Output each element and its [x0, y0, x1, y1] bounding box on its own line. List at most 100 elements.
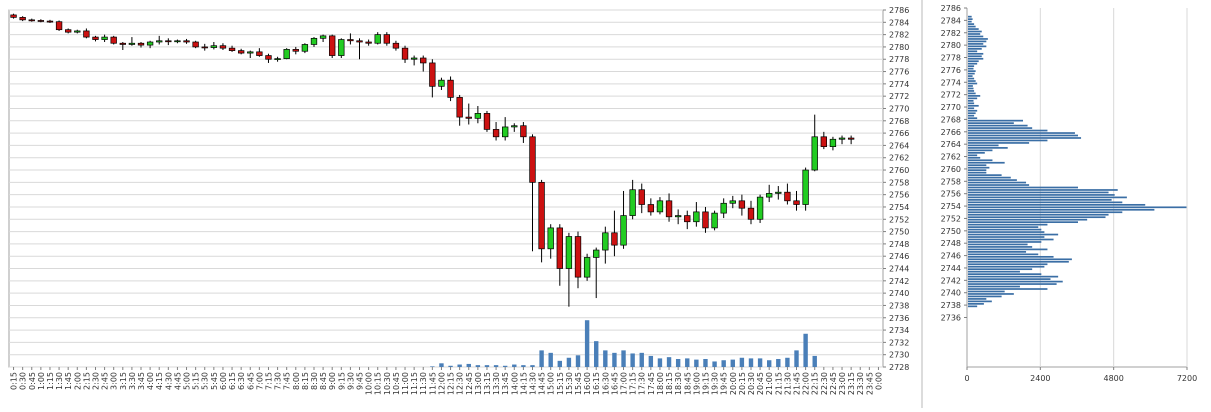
x-tick-label: 10:45: [392, 372, 401, 395]
volume-bar: [748, 358, 754, 367]
volume-bar: [757, 358, 763, 367]
profile-bar: [968, 43, 984, 45]
candle-body: [620, 215, 627, 246]
profile-bar: [968, 203, 1146, 206]
candle-body: [556, 227, 563, 269]
volume-bar: [512, 364, 517, 367]
x-tick-label: 2:00: [73, 372, 82, 390]
y-tick-label: 2756: [889, 191, 909, 200]
volume-bar: [566, 357, 572, 367]
profile-bar: [968, 119, 1023, 122]
profile-y-tick-label: 2746: [941, 252, 961, 261]
volume-bar: [730, 359, 735, 367]
candle-body: [283, 49, 290, 59]
profile-bar: [968, 147, 1008, 149]
profile-y-tick-label: 2756: [941, 190, 961, 199]
x-tick-label: 21:00: [765, 372, 774, 395]
x-tick-label: 2:45: [101, 372, 110, 390]
candle-body: [247, 51, 254, 54]
x-tick-label: 16:15: [592, 372, 601, 395]
x-tick-label: 4:45: [173, 372, 182, 390]
candle-body: [420, 57, 427, 64]
candle-body: [456, 97, 463, 118]
x-tick-label: 14:00: [510, 372, 519, 395]
profile-y-tick-label: 2774: [941, 78, 961, 87]
profile-x-tick-label: 4800: [1103, 374, 1123, 383]
candle-body: [602, 232, 609, 251]
volume-bar: [603, 350, 608, 367]
candle-body: [101, 36, 108, 40]
x-tick-label: 4:30: [164, 372, 173, 390]
x-tick-label: 4:00: [146, 372, 155, 390]
x-tick-label: 14:30: [528, 372, 537, 395]
candle-body: [538, 181, 545, 250]
profile-y-tick-label: 2736: [941, 313, 961, 322]
profile-bar: [968, 278, 1051, 280]
profile-bar: [968, 132, 1075, 134]
volume-bar: [475, 365, 481, 367]
profile-y-tick-label: 2758: [941, 177, 961, 186]
candle-body: [292, 49, 299, 52]
y-tick-label: 2744: [889, 265, 909, 274]
y-tick-label: 2758: [889, 178, 909, 187]
profile-bar: [968, 253, 1039, 256]
profile-bar: [968, 28, 979, 30]
profile-bar: [968, 213, 1109, 216]
candle-body: [83, 30, 90, 38]
candle-body: [301, 44, 309, 52]
y-tick-label: 2742: [889, 277, 909, 286]
x-tick-label: 20:15: [738, 372, 747, 395]
volume-bar: [430, 366, 435, 367]
y-tick-label: 2786: [889, 6, 909, 15]
profile-bar: [968, 82, 978, 85]
y-tick-label: 2772: [889, 92, 909, 101]
profile-bar: [968, 127, 1033, 129]
volume-bar: [530, 365, 535, 367]
profile-bar: [968, 251, 1027, 253]
x-tick-label: 7:15: [264, 372, 273, 390]
profile-bar: [968, 117, 978, 120]
profile-bar: [968, 109, 978, 112]
x-tick-label: 23:15: [847, 372, 856, 395]
x-tick-label: 16:30: [601, 372, 610, 395]
volume-bar: [521, 365, 526, 367]
profile-bar: [968, 216, 1106, 219]
profile-bar: [968, 52, 984, 55]
candle-body: [629, 189, 636, 216]
candle-body: [492, 129, 500, 138]
candle-body: [319, 35, 327, 39]
x-tick-label: 6:15: [228, 372, 237, 390]
x-tick-label: 19:45: [720, 372, 729, 395]
x-tick-label: 18:00: [656, 372, 665, 395]
x-tick-label: 12:00: [437, 372, 446, 395]
volume-bar: [739, 357, 745, 367]
volume-bar: [439, 363, 444, 367]
x-tick-label: 9:00: [328, 372, 337, 390]
profile-bar: [968, 223, 1048, 226]
x-tick-label: 20:30: [747, 372, 756, 395]
candle-body: [693, 211, 700, 223]
profile-bar: [968, 179, 1017, 181]
x-tick-label: 12:45: [465, 372, 474, 395]
x-tick-label: 20:45: [756, 372, 765, 395]
x-tick-label: 23:00: [838, 372, 847, 395]
profile-y-tick-label: 2740: [941, 289, 961, 298]
candle-body: [338, 39, 345, 56]
candle-body: [520, 125, 527, 138]
x-tick-label: 15:30: [565, 372, 574, 395]
profile-bar: [968, 243, 1028, 246]
x-tick-label: 5:15: [192, 372, 201, 390]
candle-body: [529, 136, 536, 183]
volume-bar: [648, 355, 654, 367]
y-tick-label: 2750: [889, 228, 909, 237]
y-tick-label: 2732: [889, 338, 909, 347]
profile-bar: [968, 102, 975, 105]
profile-bar: [968, 129, 1048, 132]
candle-body: [711, 212, 718, 229]
candle-body: [838, 137, 846, 140]
candle-body: [347, 39, 354, 42]
x-tick-label: 0:00: [874, 372, 883, 390]
profile-bar: [968, 255, 1054, 258]
x-tick-label: 17:00: [620, 372, 629, 395]
